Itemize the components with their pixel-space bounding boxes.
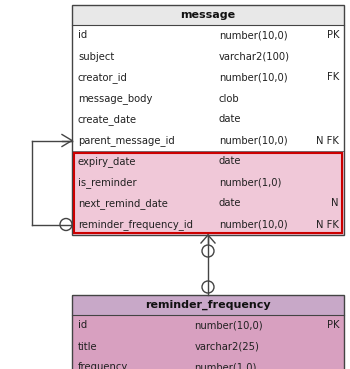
Bar xyxy=(72,25,344,151)
Text: N: N xyxy=(331,199,339,208)
Text: create_date: create_date xyxy=(78,114,137,125)
Text: N FK: N FK xyxy=(316,135,339,145)
Text: message: message xyxy=(181,10,236,20)
Bar xyxy=(72,315,344,369)
Text: varchar2(100): varchar2(100) xyxy=(219,52,290,62)
Text: date: date xyxy=(219,156,241,166)
Text: number(10,0): number(10,0) xyxy=(219,31,287,41)
Text: creator_id: creator_id xyxy=(78,72,128,83)
Text: message_body: message_body xyxy=(78,93,152,104)
Text: title: title xyxy=(78,341,98,352)
Bar xyxy=(72,295,344,369)
Text: FK: FK xyxy=(327,72,339,83)
Text: PK: PK xyxy=(327,321,339,331)
Bar xyxy=(74,153,342,233)
Text: PK: PK xyxy=(327,31,339,41)
Text: number(10,0): number(10,0) xyxy=(219,220,287,230)
Bar xyxy=(72,151,344,235)
Text: subject: subject xyxy=(78,52,114,62)
Text: id: id xyxy=(78,31,87,41)
Text: number(1,0): number(1,0) xyxy=(194,362,257,369)
Text: expiry_date: expiry_date xyxy=(78,156,136,167)
Text: reminder_frequency: reminder_frequency xyxy=(145,300,271,310)
Text: parent_message_id: parent_message_id xyxy=(78,135,175,146)
Text: id: id xyxy=(78,321,87,331)
Text: number(10,0): number(10,0) xyxy=(194,321,263,331)
Text: date: date xyxy=(219,114,241,124)
Text: date: date xyxy=(219,199,241,208)
Text: varchar2(25): varchar2(25) xyxy=(194,341,259,352)
Bar xyxy=(72,295,344,315)
Bar xyxy=(72,5,344,235)
Text: reminder_frequency_id: reminder_frequency_id xyxy=(78,219,193,230)
Text: is_reminder: is_reminder xyxy=(78,177,136,188)
Text: clob: clob xyxy=(219,93,239,103)
Text: frequency: frequency xyxy=(78,362,128,369)
Bar xyxy=(72,5,344,25)
Text: N FK: N FK xyxy=(316,220,339,230)
Text: number(1,0): number(1,0) xyxy=(219,177,281,187)
Text: number(10,0): number(10,0) xyxy=(219,135,287,145)
Text: number(10,0): number(10,0) xyxy=(219,72,287,83)
Text: next_remind_date: next_remind_date xyxy=(78,198,168,209)
